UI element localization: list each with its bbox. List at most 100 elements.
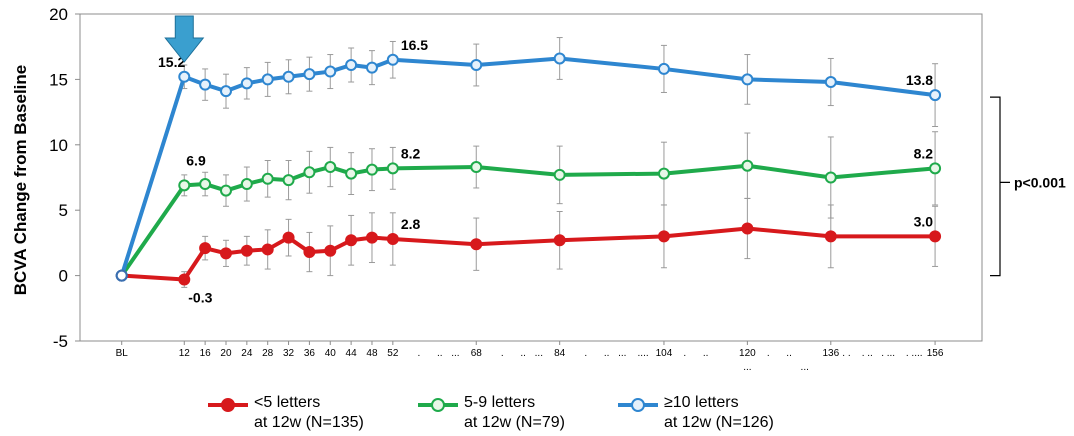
data-point-mid <box>824 171 837 184</box>
data-point-lt5 <box>303 246 316 259</box>
data-point-mid <box>240 178 253 191</box>
data-point-lt5 <box>470 238 483 251</box>
data-point-mid <box>219 184 232 197</box>
data-label: 13.8 <box>906 72 933 88</box>
data-label: 6.9 <box>186 152 206 168</box>
data-point-lt5 <box>657 230 670 243</box>
y-tick-label: 15 <box>49 70 68 89</box>
x-axis-dots: .. <box>604 348 610 359</box>
data-point-ge10 <box>824 76 837 89</box>
x-tick-label: 156 <box>927 348 944 359</box>
data-point-lt5 <box>553 234 566 247</box>
y-tick-label: 20 <box>49 5 68 24</box>
data-point-lt5 <box>386 232 399 245</box>
data-point-ge10 <box>199 78 212 91</box>
legend-item-mid: 5-9 letters at 12w (N=79) <box>418 393 565 433</box>
data-label: 16.5 <box>401 37 428 53</box>
data-point-mid <box>178 179 191 192</box>
data-label: 3.0 <box>914 213 934 229</box>
y-tick-label: 0 <box>59 267 68 286</box>
data-point-mid <box>929 162 942 175</box>
x-axis-dots: .. <box>437 348 443 359</box>
significance-bracket <box>990 96 1010 277</box>
x-tick-label: 120 <box>739 348 756 359</box>
data-point-lt5 <box>324 244 337 257</box>
data-point-lt5 <box>282 231 295 244</box>
x-axis-dots: .. <box>786 348 792 359</box>
data-point-lt5 <box>219 247 232 260</box>
legend-item-ge10: ≥10 letters at 12w (N=126) <box>618 393 774 433</box>
data-point-ge10 <box>324 65 337 78</box>
y-axis-label: BCVA Change from Baseline <box>11 65 30 296</box>
data-point-ge10 <box>219 85 232 98</box>
data-point-lt5 <box>824 230 837 243</box>
x-axis-dots: . .... <box>906 348 923 359</box>
y-tick-label: 10 <box>49 136 68 155</box>
data-point-ge10 <box>261 73 274 86</box>
data-point-ge10 <box>657 62 670 75</box>
legend-label-mid: 5-9 letters <box>464 394 536 411</box>
data-point-lt5 <box>261 243 274 256</box>
x-tick-label: 104 <box>656 348 673 359</box>
legend-swatch-lt5 <box>208 393 248 415</box>
legend-label-ge10: ≥10 letters <box>664 394 739 411</box>
data-point-ge10 <box>178 70 191 83</box>
data-point-ge10 <box>240 77 253 90</box>
data-point-ge10 <box>553 52 566 65</box>
data-point-ge10 <box>115 269 128 282</box>
x-tick-label: 28 <box>262 348 274 359</box>
legend-sub-ge10: at 12w (N=126) <box>664 414 774 431</box>
data-point-ge10 <box>303 68 316 81</box>
data-point-mid <box>365 163 378 176</box>
x-axis-dots: ... <box>743 362 751 373</box>
x-axis-dots: . <box>501 348 504 359</box>
data-label: 8.2 <box>401 145 421 161</box>
data-point-ge10 <box>929 89 942 102</box>
x-axis-dots: . <box>683 348 686 359</box>
x-axis-dots: . ... <box>881 348 895 359</box>
legend-sub-lt5: at 12w (N=135) <box>254 414 364 431</box>
x-tick-label: 52 <box>387 348 399 359</box>
x-axis-dots: ... <box>535 348 543 359</box>
y-tick-label: -5 <box>53 332 68 351</box>
x-axis-dots: ... <box>618 348 626 359</box>
data-point-mid <box>657 167 670 180</box>
x-tick-label: 68 <box>471 348 483 359</box>
data-point-mid <box>282 174 295 187</box>
data-point-lt5 <box>199 242 212 255</box>
data-point-ge10 <box>741 73 754 86</box>
legend-item-lt5: <5 letters at 12w (N=135) <box>208 393 364 433</box>
legend-swatch-mid <box>418 393 458 415</box>
legend-swatch-ge10 <box>618 393 658 415</box>
x-tick-label: 48 <box>366 348 378 359</box>
x-axis-dots: . <box>418 348 421 359</box>
data-point-ge10 <box>282 70 295 83</box>
data-point-ge10 <box>345 59 358 72</box>
data-point-mid <box>741 159 754 172</box>
x-axis-dots: . <box>767 348 770 359</box>
x-tick-label: 32 <box>283 348 295 359</box>
data-point-lt5 <box>929 230 942 243</box>
data-label: 2.8 <box>401 216 421 232</box>
plot-frame <box>79 13 983 342</box>
data-point-mid <box>386 162 399 175</box>
x-tick-label: 20 <box>220 348 232 359</box>
x-axis-dots: ... <box>801 362 809 373</box>
x-tick-label: 44 <box>346 348 358 359</box>
data-point-ge10 <box>470 59 483 72</box>
data-point-lt5 <box>240 244 253 257</box>
x-axis-dots: . . <box>842 348 850 359</box>
x-axis-dots: .. <box>703 348 709 359</box>
x-tick-label: 136 <box>822 348 839 359</box>
x-tick-label: 36 <box>304 348 316 359</box>
data-point-lt5 <box>178 273 191 286</box>
x-axis-dots: .. <box>520 348 526 359</box>
data-point-mid <box>303 166 316 179</box>
data-point-mid <box>470 161 483 174</box>
significance-label: p<0.001 <box>1014 174 1066 190</box>
data-label: -0.3 <box>188 290 212 306</box>
x-axis-dots: . <box>584 348 587 359</box>
x-tick-label: 12 <box>179 348 191 359</box>
x-tick-label: BL <box>116 348 129 359</box>
